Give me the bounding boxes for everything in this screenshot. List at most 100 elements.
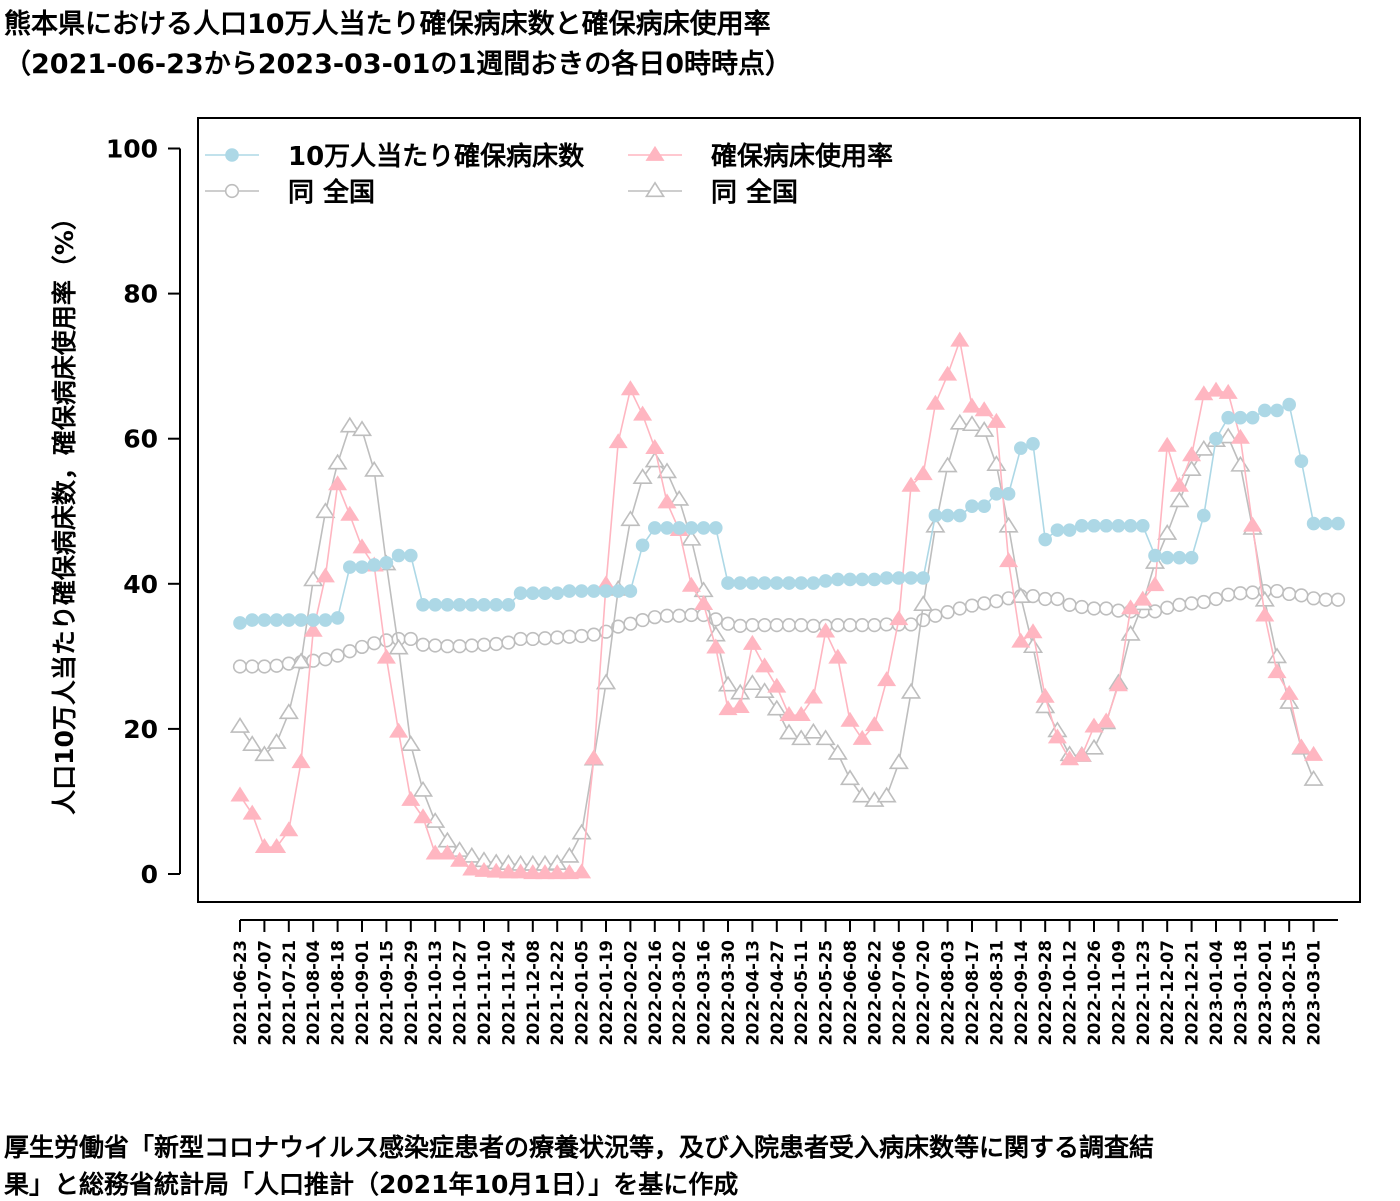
series-line <box>239 403 1338 624</box>
data-point <box>635 612 650 628</box>
data-point <box>635 538 650 553</box>
data-point <box>684 521 699 535</box>
data-point <box>803 722 824 739</box>
data-point <box>867 572 882 587</box>
data-point <box>1279 693 1300 709</box>
data-point <box>1294 454 1309 468</box>
data-point <box>242 804 262 820</box>
x-tick-label: 2022-10-26 <box>1085 940 1104 1046</box>
data-point <box>318 613 333 627</box>
data-point <box>623 616 638 631</box>
data-point <box>330 611 345 625</box>
y-tick-label: 0 <box>141 860 158 889</box>
data-point <box>525 631 540 647</box>
data-point <box>672 521 687 535</box>
data-point <box>940 508 955 523</box>
data-point <box>1035 687 1055 703</box>
data-point <box>328 475 348 491</box>
data-point <box>587 584 601 598</box>
data-point <box>574 628 589 644</box>
legend-marker <box>645 145 665 161</box>
data-point <box>1172 550 1187 565</box>
data-point <box>412 780 434 797</box>
x-tick-label: 2021-12-08 <box>524 940 543 1046</box>
data-point <box>1279 684 1299 700</box>
data-point <box>1304 745 1324 761</box>
data-point <box>537 631 553 646</box>
data-point <box>400 735 421 751</box>
data-point <box>791 705 811 721</box>
x-tick-label: 2022-08-31 <box>987 940 1006 1046</box>
data-point <box>1133 590 1153 606</box>
legend-label: 確保病床使用率 <box>711 141 893 172</box>
data-point <box>388 638 409 655</box>
y-axis-label: 人口10万人当たり確保病床数，確保病床使用率（%） <box>50 205 79 815</box>
data-point <box>550 586 565 601</box>
data-point <box>425 812 446 828</box>
data-point <box>367 636 382 651</box>
data-point <box>852 786 873 803</box>
data-point <box>257 613 272 627</box>
data-point <box>526 586 540 601</box>
data-point <box>584 749 604 765</box>
chart-title-line2: （2021-06-23から2023-03-01の1週間おきの各日0時時点） <box>4 49 792 80</box>
data-point <box>745 618 760 633</box>
data-point <box>733 576 748 590</box>
data-point <box>413 808 433 824</box>
x-tick-label: 2022-05-11 <box>792 940 811 1046</box>
data-point <box>659 608 675 623</box>
data-point <box>757 618 772 633</box>
data-point <box>523 864 543 880</box>
data-point <box>757 576 772 590</box>
data-point <box>1209 431 1223 446</box>
data-point <box>681 529 702 546</box>
data-point <box>684 607 699 623</box>
data-point <box>681 576 701 592</box>
data-point <box>486 862 506 878</box>
data-point <box>952 601 967 616</box>
data-point <box>1319 516 1333 531</box>
data-point <box>294 613 308 627</box>
x-tick-label: 2023-03-01 <box>1305 940 1324 1046</box>
data-point <box>656 462 678 479</box>
data-point <box>1230 428 1250 444</box>
legend-item: 確保病床使用率 <box>628 141 893 172</box>
data-point <box>1291 738 1311 754</box>
data-point <box>229 717 251 733</box>
chart-title-line1: 熊本県における人口10万人当たり確保病床数と確保病床使用率 <box>4 9 771 40</box>
data-point <box>266 732 287 749</box>
data-point <box>254 838 274 853</box>
data-point <box>489 636 504 652</box>
data-point <box>306 613 321 627</box>
data-point <box>720 616 736 631</box>
data-point <box>965 499 979 513</box>
x-tick-label: 2021-07-21 <box>280 940 299 1046</box>
data-point <box>794 576 809 590</box>
data-point <box>1181 460 1202 477</box>
data-point <box>599 584 613 598</box>
data-point <box>1075 518 1089 533</box>
data-point <box>364 460 385 477</box>
data-point <box>770 576 784 590</box>
data-point <box>1062 523 1077 537</box>
data-point <box>404 548 418 563</box>
data-point <box>648 521 662 535</box>
x-tick-label: 2021-09-29 <box>402 940 421 1046</box>
data-point <box>290 652 312 669</box>
data-point <box>367 558 382 572</box>
x-tick-label: 2021-07-07 <box>255 940 274 1046</box>
x-tick-label: 2022-11-23 <box>1134 940 1153 1046</box>
y-tick-label: 20 <box>123 715 158 744</box>
data-point <box>889 610 909 626</box>
data-point <box>1038 532 1052 547</box>
data-point <box>913 595 934 611</box>
data-point <box>343 560 357 574</box>
legend-item: 同 全国 <box>628 177 798 208</box>
data-point <box>611 584 626 598</box>
legend-label: 10万人当たり確保病床数 <box>288 141 585 172</box>
source-note-line1: 厚生労働省「新型コロナウイルス感染症患者の療養状況等，及び入院患者受入病床数等に… <box>4 1133 1155 1162</box>
data-point <box>562 629 577 644</box>
data-point <box>278 703 299 720</box>
x-tick-label: 2021-11-24 <box>499 940 518 1046</box>
data-point <box>1111 603 1126 618</box>
